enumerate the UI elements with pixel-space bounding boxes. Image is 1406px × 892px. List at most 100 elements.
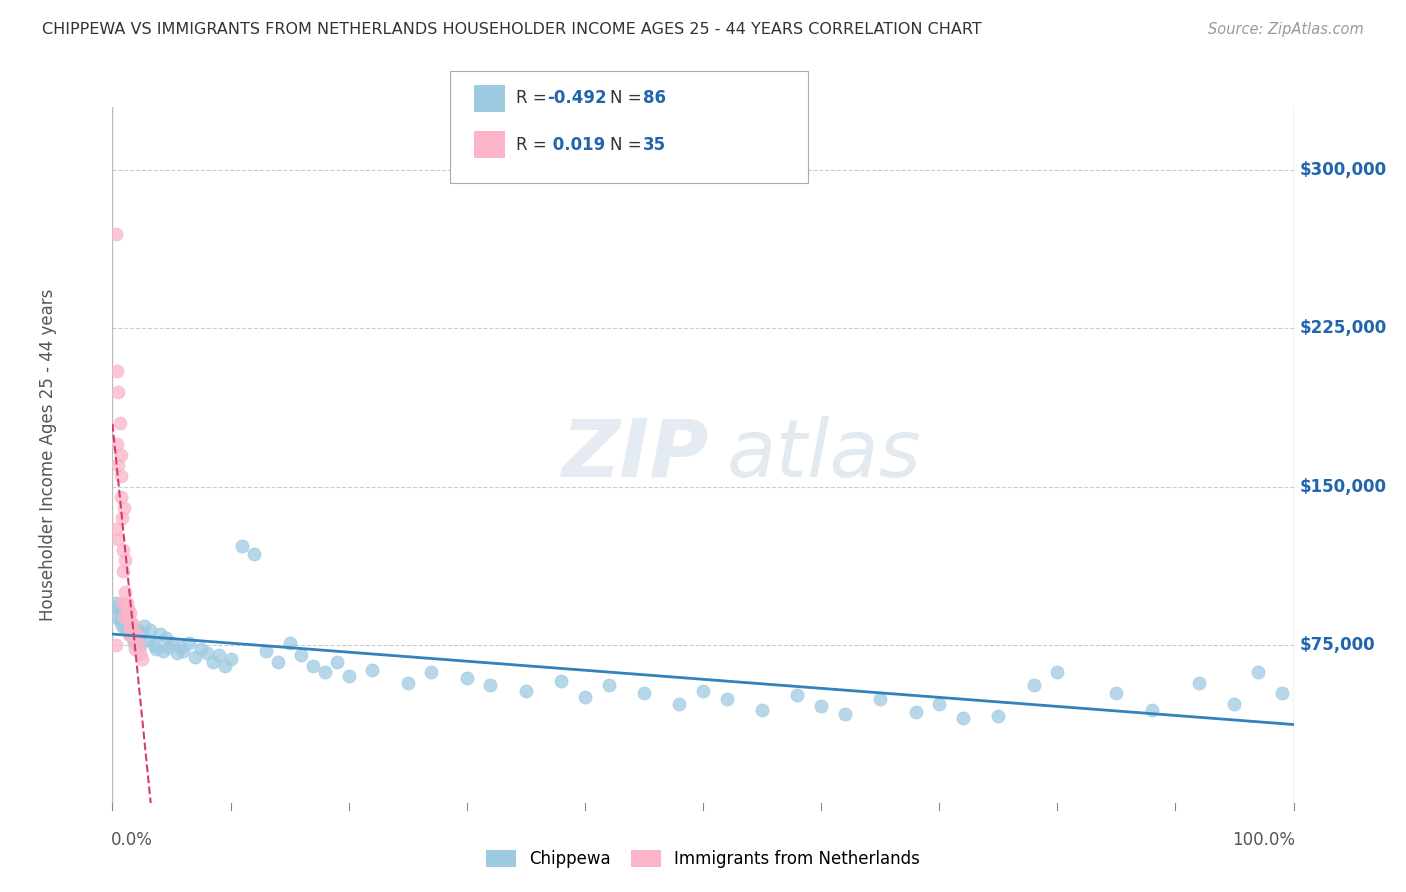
Point <box>786 688 808 702</box>
Text: N =: N = <box>610 136 647 153</box>
Point <box>633 686 655 700</box>
Point <box>108 615 131 629</box>
Point <box>107 458 129 473</box>
Point <box>114 553 136 567</box>
Point <box>105 610 128 624</box>
Text: $225,000: $225,000 <box>1299 319 1386 337</box>
Point <box>121 621 143 635</box>
Point <box>668 697 690 711</box>
Point <box>326 655 349 669</box>
Point <box>1046 665 1069 679</box>
Point <box>208 648 231 663</box>
Point <box>149 627 172 641</box>
Point <box>111 595 134 609</box>
Point <box>550 673 572 688</box>
Text: R =: R = <box>516 89 553 107</box>
Point <box>112 564 135 578</box>
Point <box>598 678 620 692</box>
Point <box>111 511 134 525</box>
Point <box>157 640 180 654</box>
Point <box>231 539 253 553</box>
Point <box>120 629 142 643</box>
Point <box>124 641 146 656</box>
Point <box>834 707 856 722</box>
Point <box>155 632 177 646</box>
Point <box>107 599 129 614</box>
Point <box>254 644 277 658</box>
Point <box>111 610 134 624</box>
Point <box>134 618 156 632</box>
Point <box>117 602 139 616</box>
Point <box>810 698 832 713</box>
Point <box>131 627 153 641</box>
Point <box>751 703 773 717</box>
Text: 86: 86 <box>643 89 665 107</box>
Point <box>122 635 145 649</box>
Point <box>152 644 174 658</box>
Point <box>120 606 142 620</box>
Point <box>290 648 312 663</box>
Point <box>145 641 167 656</box>
Point <box>115 612 138 626</box>
Point <box>179 635 201 649</box>
Point <box>201 655 224 669</box>
Point <box>128 638 150 652</box>
Point <box>105 363 128 377</box>
Point <box>120 616 142 631</box>
Point <box>987 709 1010 723</box>
Point <box>112 616 135 631</box>
Point <box>166 646 188 660</box>
Point <box>952 711 974 725</box>
Point <box>190 641 212 656</box>
Point <box>107 599 129 614</box>
Point <box>112 608 135 623</box>
Point <box>1188 675 1211 690</box>
Point <box>105 227 128 241</box>
Point <box>114 621 136 635</box>
Point <box>117 623 139 637</box>
Point <box>120 621 142 635</box>
Point <box>278 635 301 649</box>
Point <box>111 618 134 632</box>
Point <box>515 684 537 698</box>
Point <box>121 629 143 643</box>
Text: 100.0%: 100.0% <box>1232 830 1295 848</box>
Point <box>139 623 162 637</box>
Point <box>115 595 138 609</box>
Point <box>118 627 141 641</box>
Point <box>110 490 132 504</box>
Point <box>184 650 207 665</box>
Text: CHIPPEWA VS IMMIGRANTS FROM NETHERLANDS HOUSEHOLDER INCOME AGES 25 - 44 YEARS CO: CHIPPEWA VS IMMIGRANTS FROM NETHERLANDS … <box>42 22 981 37</box>
Point <box>1105 686 1128 700</box>
Point <box>142 638 165 652</box>
Text: 0.019: 0.019 <box>547 136 605 153</box>
Point <box>1271 686 1294 700</box>
Point <box>127 623 149 637</box>
Point <box>127 627 149 641</box>
Point <box>1140 703 1163 717</box>
Point <box>107 384 129 399</box>
Point <box>121 616 143 631</box>
Point <box>127 635 149 649</box>
Point <box>114 585 136 599</box>
Text: 0.0%: 0.0% <box>111 830 153 848</box>
Text: R =: R = <box>516 136 553 153</box>
Point <box>716 692 738 706</box>
Text: 35: 35 <box>643 136 665 153</box>
Point <box>112 542 135 557</box>
Point <box>420 665 443 679</box>
Point <box>117 610 139 624</box>
Point <box>302 658 325 673</box>
Point <box>105 595 128 609</box>
Legend: Chippewa, Immigrants from Netherlands: Chippewa, Immigrants from Netherlands <box>479 843 927 874</box>
Point <box>131 652 153 666</box>
Point <box>928 697 950 711</box>
Point <box>125 627 148 641</box>
Point <box>105 522 128 536</box>
Text: ZIP: ZIP <box>561 416 709 494</box>
Point <box>361 663 384 677</box>
Point <box>1223 697 1246 711</box>
Point <box>170 640 193 654</box>
Point <box>118 627 141 641</box>
Point <box>396 675 419 690</box>
